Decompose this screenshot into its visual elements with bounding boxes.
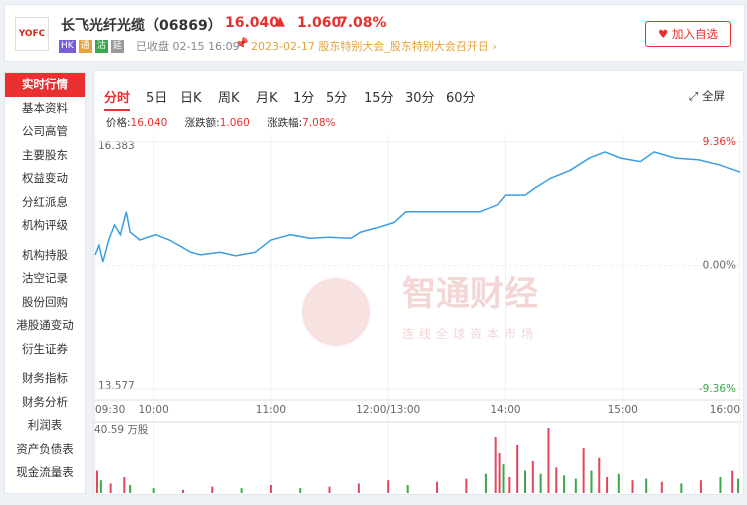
tab[interactable]: 月K [256, 91, 278, 106]
sidebar-item[interactable]: 现金流量表 [16, 465, 74, 479]
sidebar-item[interactable]: 股份回购 [22, 294, 68, 309]
notice[interactable]: 2023-02-17 股东特别大会_股东特别大会召开日 › [251, 40, 497, 53]
info-value: 7.08% [302, 117, 336, 129]
tab[interactable]: 15分 [364, 91, 394, 106]
sidebar: 实时行情基本资料公司高管主要股东权益变动分红派息机构评级机构持股沽空记录股份回购… [4, 72, 86, 494]
chart-panel: ⤢ 全屏 价格:16.040 涨跌额:1.060 涨跌幅:7.08% 分时 5日日… [93, 70, 744, 495]
tag: 沽 [94, 40, 108, 53]
info-label: 价格: [106, 117, 131, 129]
sidebar-item[interactable]: 机构评级 [22, 218, 68, 232]
tag: 延 [110, 40, 124, 53]
sidebar-item[interactable]: 财务指标 [22, 371, 68, 385]
info-label: 涨跌幅: [267, 117, 303, 129]
sidebar-item[interactable]: 衍生证券 [22, 341, 68, 356]
change-pct: 7.08% [338, 15, 387, 31]
logo: YOFC [15, 17, 49, 51]
notice-text: 2023-02-17 股东特别大会_股东特别大会召开日 [251, 40, 489, 53]
status: 已收盘 02-15 16:09 [136, 40, 240, 53]
sidebar-item[interactable]: 财务分析 [22, 394, 68, 409]
tag: 通 [78, 40, 92, 53]
change: 1.060 [297, 15, 342, 31]
fullscreen[interactable]: ⤢ 全屏 [689, 89, 725, 103]
tab[interactable]: 1分 [293, 91, 315, 106]
sidebar-item[interactable]: 港股通变动 [16, 318, 74, 332]
tab[interactable]: 分时 [104, 87, 131, 111]
sidebar-item[interactable]: 沽空记录 [22, 271, 68, 285]
sidebar-item[interactable]: 基本资料 [22, 100, 68, 115]
sidebar-item[interactable]: 分红派息 [22, 194, 68, 209]
up-arrow: ▲ [275, 14, 285, 29]
info-value: 16.040 [130, 117, 168, 129]
tab[interactable]: 周K [218, 91, 240, 106]
pin-icon: 📌 [235, 37, 249, 50]
sidebar-item[interactable]: 资产负债表 [16, 441, 74, 456]
sidebar-item[interactable]: 主要股东 [22, 147, 68, 162]
sidebar-item[interactable]: 权益变动 [22, 171, 68, 185]
sidebar-item[interactable]: 利润表 [27, 418, 63, 432]
sidebar-item[interactable]: 实时行情 [5, 73, 85, 97]
tab[interactable]: 日K [180, 91, 202, 106]
tag: HK [59, 40, 76, 53]
tab[interactable]: 30分 [405, 91, 435, 106]
watch-button[interactable]: ♥ 加入自选 [645, 21, 731, 47]
info-value: 1.060 [219, 117, 250, 129]
stock-name: 长飞光纤光缆（06869） [61, 18, 222, 34]
fullscreen-text: 全屏 [702, 89, 725, 103]
sidebar-item[interactable]: 公司高管 [22, 124, 68, 138]
price: 16.040 [225, 15, 280, 31]
sidebar-item[interactable]: 机构持股 [22, 247, 68, 262]
tab[interactable]: 5分 [326, 91, 348, 106]
tab[interactable]: 5日 [146, 91, 168, 106]
header: YOFC 长飞光纤光缆（06869） 16.040 ▲ 1.060 7.08% … [4, 4, 745, 62]
watch-button-text: 加入自选 [671, 27, 718, 41]
tags: HK 通沽延 [59, 37, 127, 53]
info-row: 价格:16.040 涨跌额:1.060 涨跌幅:7.08% [106, 115, 336, 130]
tab[interactable]: 60分 [446, 91, 476, 106]
info-label: 涨跌额: [184, 117, 220, 129]
